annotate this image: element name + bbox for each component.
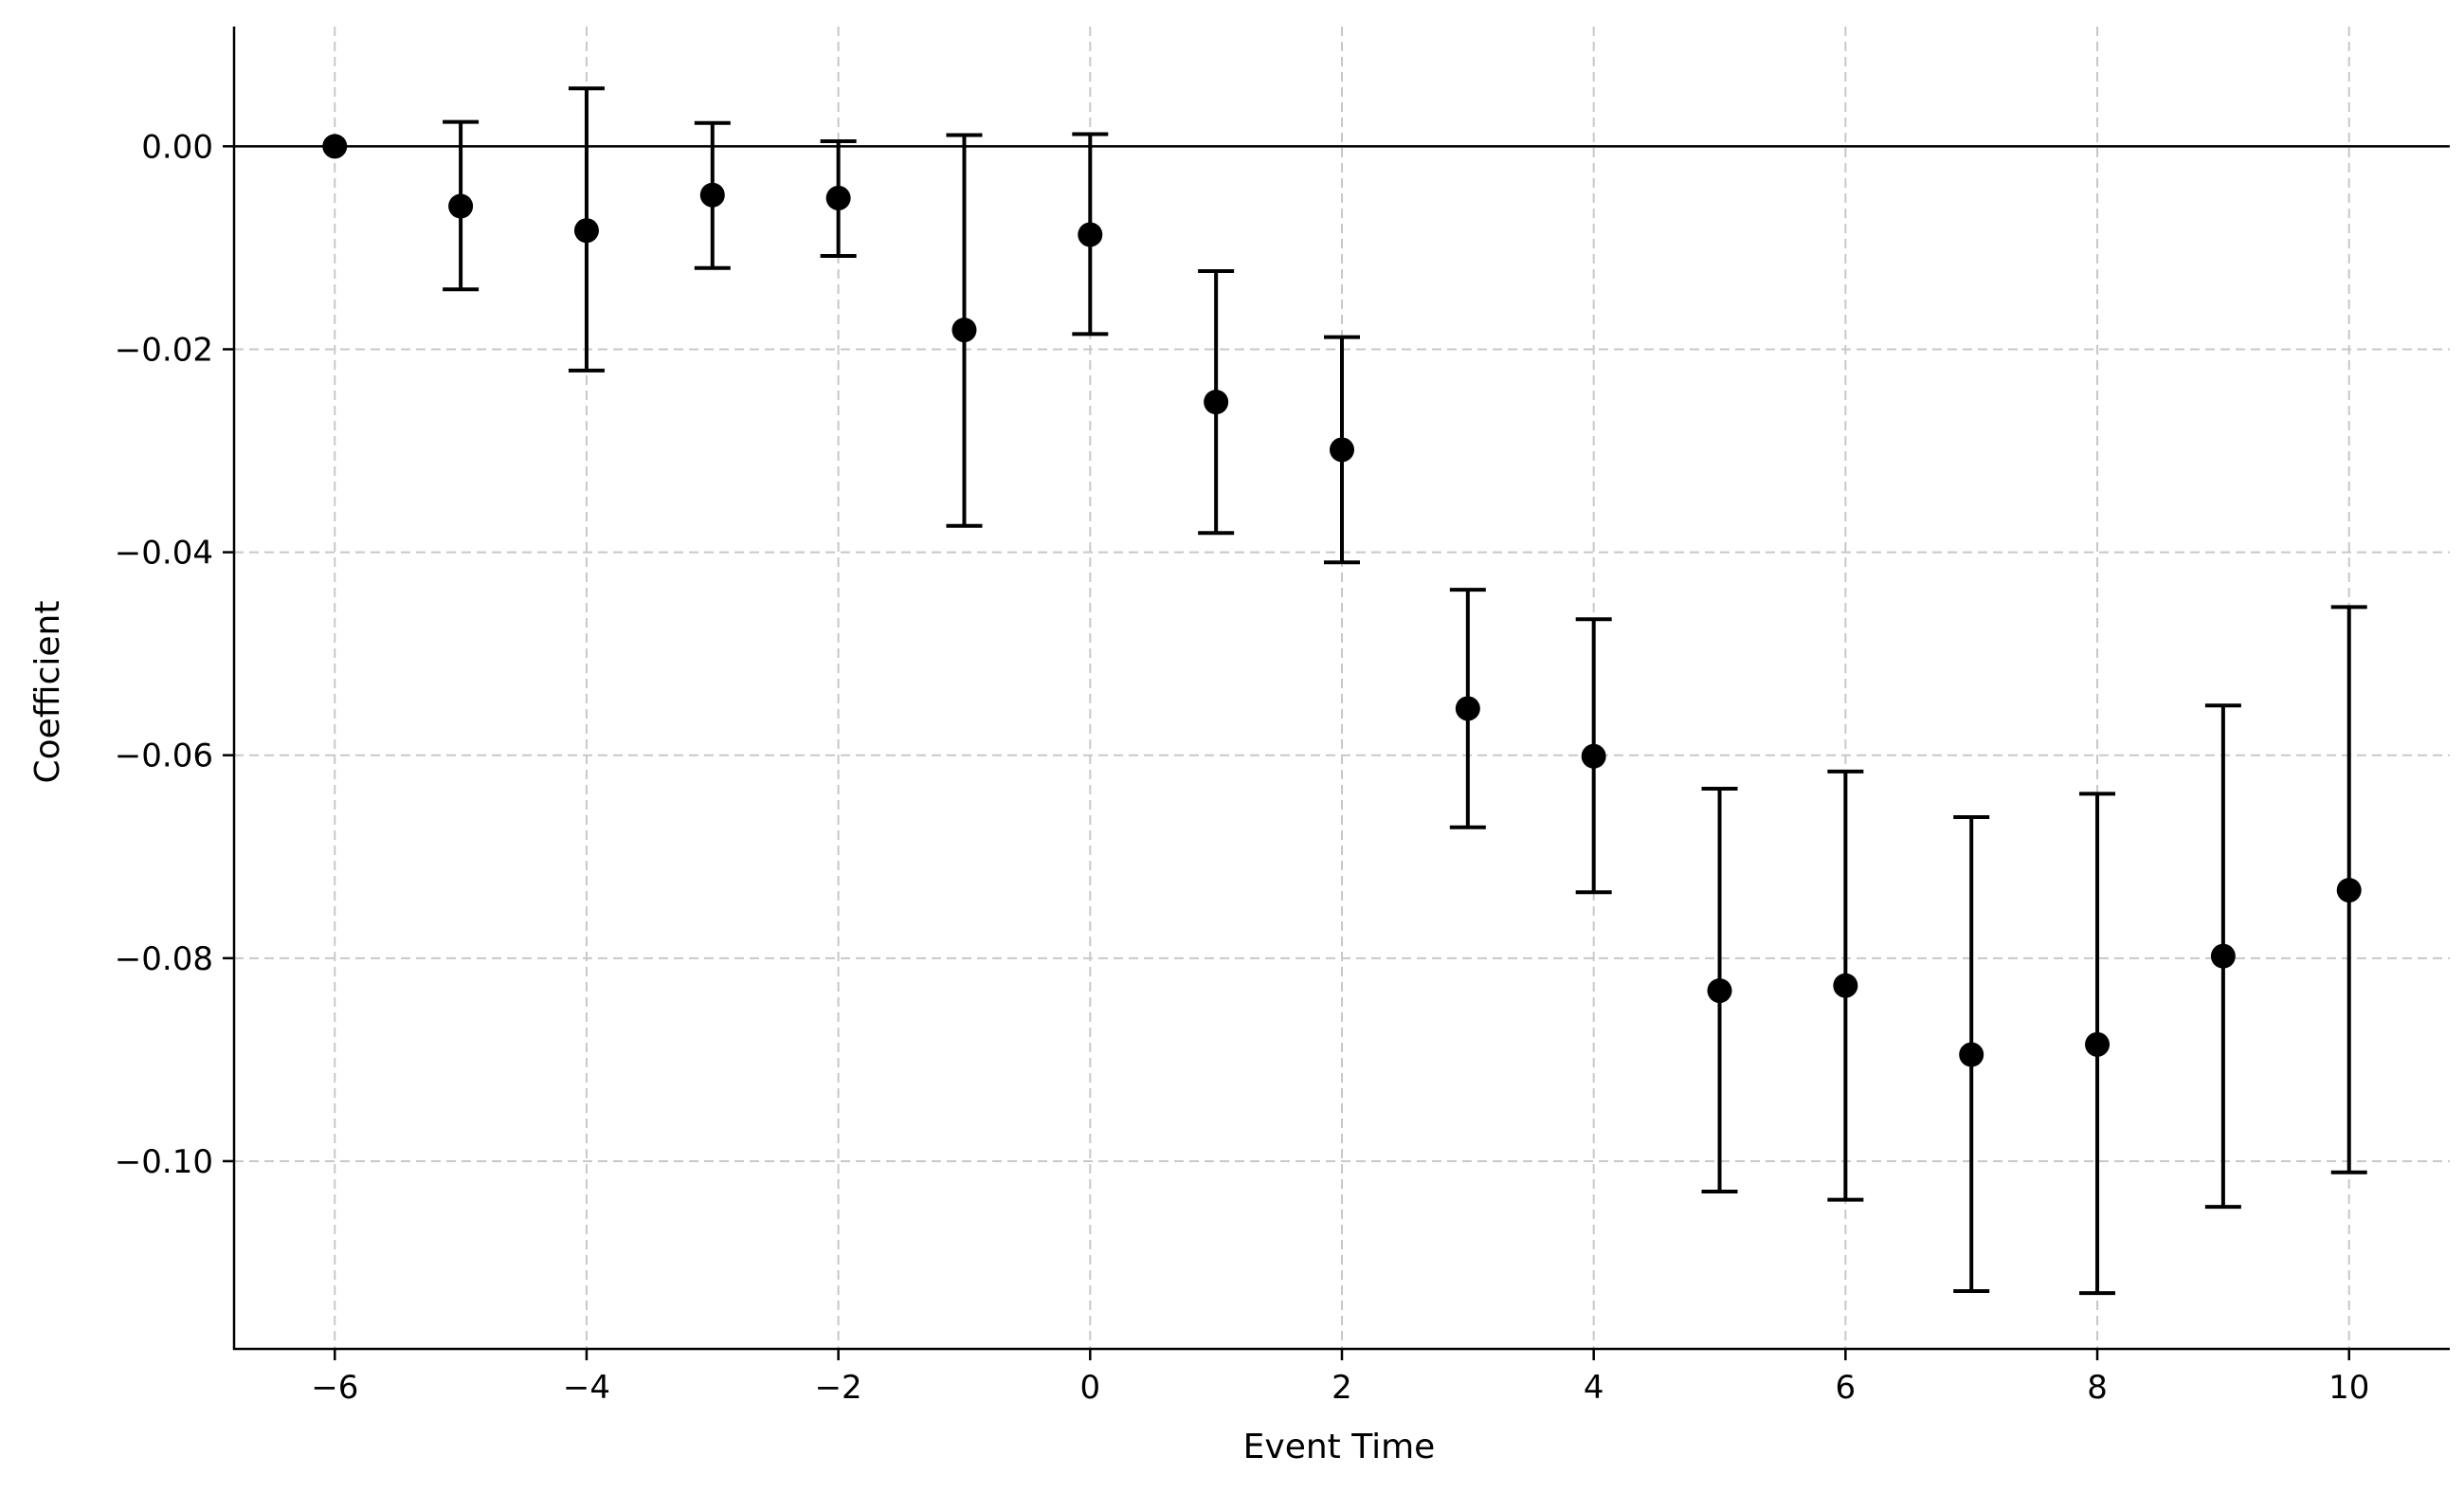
x-tick-label-2: −2	[815, 1369, 862, 1407]
data-point-4	[825, 185, 851, 210]
point-layer	[322, 134, 2362, 1067]
data-point-11	[1707, 978, 1732, 1004]
y-tick-label-5: −0.10	[115, 1143, 213, 1181]
data-point-9	[1455, 696, 1480, 721]
x-tick-label-5: 4	[1584, 1369, 1604, 1407]
data-point-10	[1581, 743, 1606, 769]
data-point-1	[448, 193, 474, 219]
y-axis-label: Coefficient	[28, 601, 67, 784]
y-tick-label-1: −0.02	[115, 331, 213, 369]
errorbar-layer	[443, 86, 2367, 1296]
data-point-12	[1833, 973, 1858, 998]
data-point-15	[2210, 943, 2236, 969]
x-tick-label-0: −6	[311, 1369, 358, 1407]
data-point-14	[2085, 1031, 2111, 1057]
label-layer: Event Time Coefficient	[28, 601, 1435, 1467]
data-point-8	[1330, 437, 1354, 463]
y-tick-label-3: −0.06	[115, 737, 213, 775]
x-tick-label-7: 8	[2087, 1369, 2108, 1407]
data-point-5	[951, 318, 977, 343]
data-point-7	[1204, 390, 1229, 415]
x-tick-label-4: 2	[1332, 1369, 1352, 1407]
y-tick-label-2: −0.04	[115, 535, 213, 573]
axis-layer: −6 −4 −2 0 2 4 6 8 10 0.00 −0.02 −0.04 −0.06 −0.08 −0.…	[115, 27, 2450, 1407]
y-tick-label-0: 0.00	[141, 128, 213, 166]
data-point-13	[1959, 1042, 1984, 1067]
data-point-3	[699, 182, 725, 208]
x-tick-label-6: 6	[1836, 1369, 1857, 1407]
grid-layer	[234, 27, 2450, 1349]
data-point-0	[322, 134, 348, 159]
data-point-16	[2336, 878, 2362, 903]
y-tick-label-4: −0.08	[115, 940, 213, 978]
data-point-2	[573, 218, 599, 244]
x-tick-label-3: 0	[1079, 1369, 1100, 1407]
x-tick-label-1: −4	[563, 1369, 610, 1407]
data-point-6	[1078, 222, 1103, 247]
x-tick-label-8: 10	[2328, 1369, 2369, 1407]
x-axis-label: Event Time	[1243, 1428, 1436, 1466]
